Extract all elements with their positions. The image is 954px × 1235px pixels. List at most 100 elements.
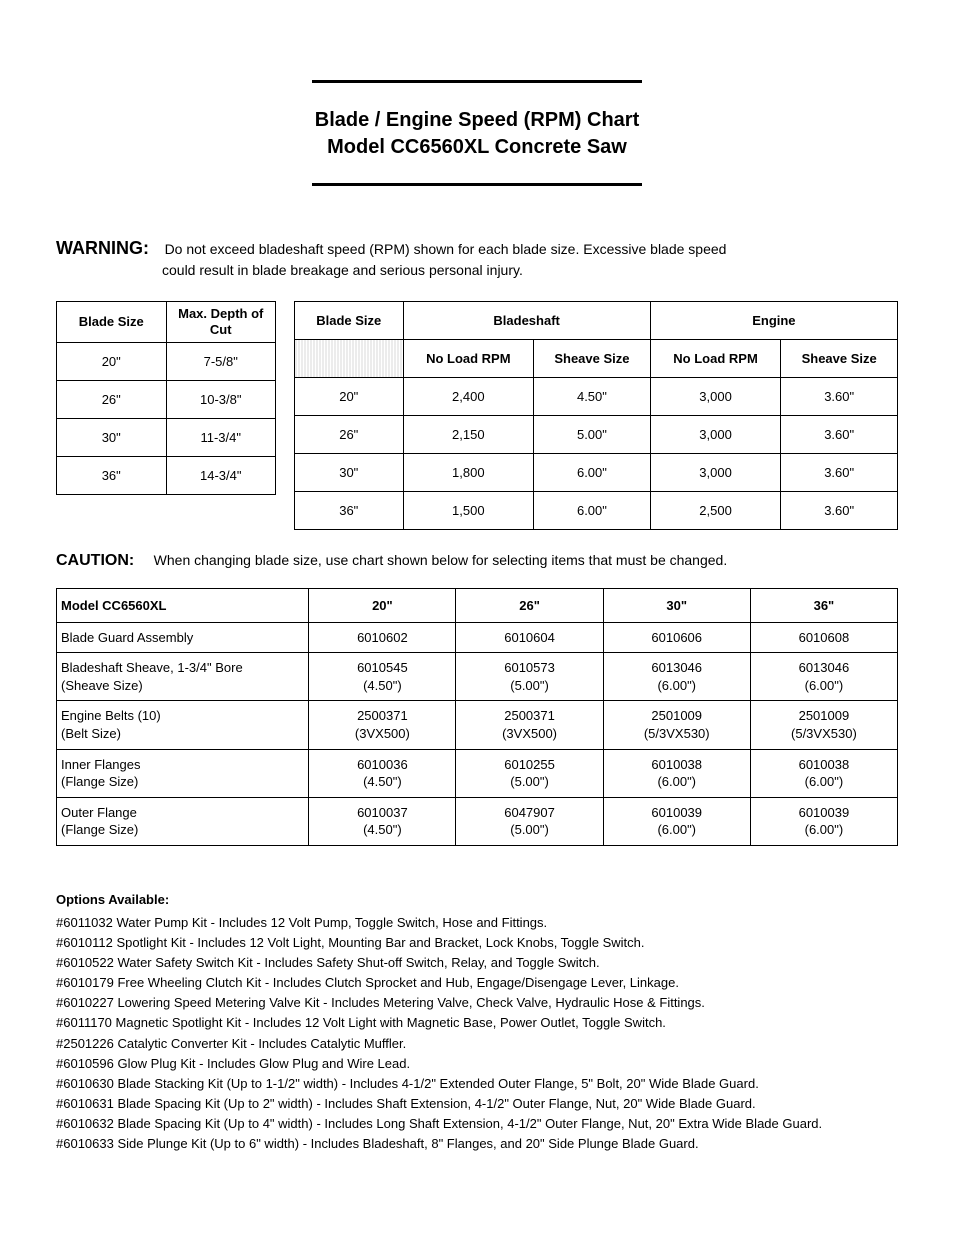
table-row: Inner Flanges(Flange Size)6010036(4.50")… [57, 749, 898, 797]
parts-header-30: 30" [603, 588, 750, 622]
parts-cell-value: 2500371(3VX500) [456, 701, 603, 749]
rpm-cell: 36" [295, 491, 404, 529]
depth-cell-depth: 11-3/4" [166, 419, 276, 457]
rpm-cell: 3.60" [781, 415, 898, 453]
parts-cell-value: 6010608 [750, 622, 897, 653]
rpm-cell: 2,150 [403, 415, 534, 453]
title-line-2: Model CC6560XL Concrete Saw [56, 134, 898, 161]
option-line: #2501226 Catalytic Converter Kit - Inclu… [56, 1034, 898, 1054]
rpm-cell: 3,000 [650, 377, 781, 415]
parts-cell-value: 6010037(4.50") [309, 797, 456, 845]
caution-label: CAUTION: [56, 552, 134, 569]
depth-cell-blade: 20" [57, 343, 167, 381]
table-row: 30"1,8006.00"3,0003.60" [295, 453, 898, 491]
table-row: 20"7-5/8" [57, 343, 276, 381]
table-row: 36"1,5006.00"2,5003.60" [295, 491, 898, 529]
table-row: 26"2,1505.00"3,0003.60" [295, 415, 898, 453]
depth-cell-blade: 30" [57, 419, 167, 457]
rpm-header-bladeshaft: Bladeshaft [403, 301, 650, 339]
table-row: Blade Guard Assembly60106026010604601060… [57, 622, 898, 653]
rpm-cell: 26" [295, 415, 404, 453]
parts-cell-label: Bladeshaft Sheave, 1-3/4" Bore(Sheave Si… [57, 653, 309, 701]
rpm-cell: 2,400 [403, 377, 534, 415]
parts-cell-value: 6013046(6.00") [603, 653, 750, 701]
parts-cell-value: 6010604 [456, 622, 603, 653]
tables-row: Blade Size Max. Depth of Cut 20"7-5/8"26… [56, 301, 898, 530]
rpm-cell: 4.50" [534, 377, 651, 415]
depth-of-cut-table: Blade Size Max. Depth of Cut 20"7-5/8"26… [56, 301, 276, 496]
table-row: Bladeshaft Sheave, 1-3/4" Bore(Sheave Si… [57, 653, 898, 701]
rpm-cell: 30" [295, 453, 404, 491]
table-row: 36"14-3/4" [57, 457, 276, 495]
parts-table: Model CC6560XL 20" 26" 30" 36" Blade Gua… [56, 588, 898, 846]
parts-cell-value: 2500371(3VX500) [309, 701, 456, 749]
rpm-cell: 3.60" [781, 491, 898, 529]
document-page: Blade / Engine Speed (RPM) Chart Model C… [0, 0, 954, 1214]
rpm-header-engine: Engine [650, 301, 897, 339]
option-line: #6010227 Lowering Speed Metering Valve K… [56, 993, 898, 1013]
depth-cell-depth: 7-5/8" [166, 343, 276, 381]
option-line: #6010112 Spotlight Kit - Includes 12 Vol… [56, 933, 898, 953]
rpm-cell: 1,500 [403, 491, 534, 529]
parts-cell-value: 6010602 [309, 622, 456, 653]
option-line: #6011032 Water Pump Kit - Includes 12 Vo… [56, 913, 898, 933]
rpm-cell: 3,000 [650, 415, 781, 453]
rpm-cell: 2,500 [650, 491, 781, 529]
title-line-1: Blade / Engine Speed (RPM) Chart [56, 107, 898, 134]
rpm-hatched-cell [295, 339, 404, 377]
parts-cell-value: 6010606 [603, 622, 750, 653]
option-line: #6010630 Blade Stacking Kit (Up to 1-1/2… [56, 1074, 898, 1094]
option-line: #6010179 Free Wheeling Clutch Kit - Incl… [56, 973, 898, 993]
parts-cell-label: Inner Flanges(Flange Size) [57, 749, 309, 797]
depth-header-depth: Max. Depth of Cut [166, 301, 276, 343]
option-line: #6010522 Water Safety Switch Kit - Inclu… [56, 953, 898, 973]
rpm-header-noload-1: No Load RPM [403, 339, 534, 377]
table-row: 26"10-3/8" [57, 381, 276, 419]
top-rule [312, 80, 642, 83]
table-row: Engine Belts (10)(Belt Size)2500371(3VX5… [57, 701, 898, 749]
depth-table-body: 20"7-5/8"26"10-3/8"30"11-3/4"36"14-3/4" [57, 343, 276, 495]
rpm-table-body: 20"2,4004.50"3,0003.60"26"2,1505.00"3,00… [295, 377, 898, 529]
parts-table-body: Blade Guard Assembly60106026010604601060… [57, 622, 898, 845]
title-block: Blade / Engine Speed (RPM) Chart Model C… [56, 107, 898, 161]
depth-cell-depth: 10-3/8" [166, 381, 276, 419]
options-list: #6011032 Water Pump Kit - Includes 12 Vo… [56, 913, 898, 1155]
depth-cell-blade: 36" [57, 457, 167, 495]
parts-header-36: 36" [750, 588, 897, 622]
parts-cell-value: 6010038(6.00") [603, 749, 750, 797]
rpm-header-sheave-1: Sheave Size [534, 339, 651, 377]
rpm-cell: 3,000 [650, 453, 781, 491]
caution-text: When changing blade size, use chart show… [154, 552, 728, 568]
warning-label: WARNING: [56, 238, 149, 258]
table-row: 20"2,4004.50"3,0003.60" [295, 377, 898, 415]
parts-cell-label: Engine Belts (10)(Belt Size) [57, 701, 309, 749]
rpm-cell: 3.60" [781, 377, 898, 415]
depth-cell-depth: 14-3/4" [166, 457, 276, 495]
parts-cell-value: 2501009(5/3VX530) [603, 701, 750, 749]
parts-cell-value: 6047907(5.00") [456, 797, 603, 845]
options-section: Options Available: #6011032 Water Pump K… [56, 892, 898, 1155]
rpm-header-noload-2: No Load RPM [650, 339, 781, 377]
depth-cell-blade: 26" [57, 381, 167, 419]
parts-cell-value: 6013046(6.00") [750, 653, 897, 701]
parts-header-model: Model CC6560XL [57, 588, 309, 622]
rpm-header-sheave-2: Sheave Size [781, 339, 898, 377]
parts-cell-value: 2501009(5/3VX530) [750, 701, 897, 749]
options-title: Options Available: [56, 892, 898, 907]
option-line: #6010632 Blade Spacing Kit (Up to 4" wid… [56, 1114, 898, 1134]
parts-header-26: 26" [456, 588, 603, 622]
parts-cell-value: 6010036(4.50") [309, 749, 456, 797]
rpm-cell: 5.00" [534, 415, 651, 453]
rpm-cell: 6.00" [534, 453, 651, 491]
parts-cell-value: 6010039(6.00") [750, 797, 897, 845]
parts-header-20: 20" [309, 588, 456, 622]
option-line: #6011170 Magnetic Spotlight Kit - Includ… [56, 1013, 898, 1033]
table-row: 30"11-3/4" [57, 419, 276, 457]
warning-text-1: Do not exceed bladeshaft speed (RPM) sho… [165, 241, 727, 257]
parts-cell-value: 6010038(6.00") [750, 749, 897, 797]
parts-cell-value: 6010255(5.00") [456, 749, 603, 797]
option-line: #6010633 Side Plunge Kit (Up to 6" width… [56, 1134, 898, 1154]
parts-cell-label: Outer Flange(Flange Size) [57, 797, 309, 845]
caution-block: CAUTION: When changing blade size, use c… [56, 552, 898, 570]
depth-header-blade: Blade Size [57, 301, 167, 343]
